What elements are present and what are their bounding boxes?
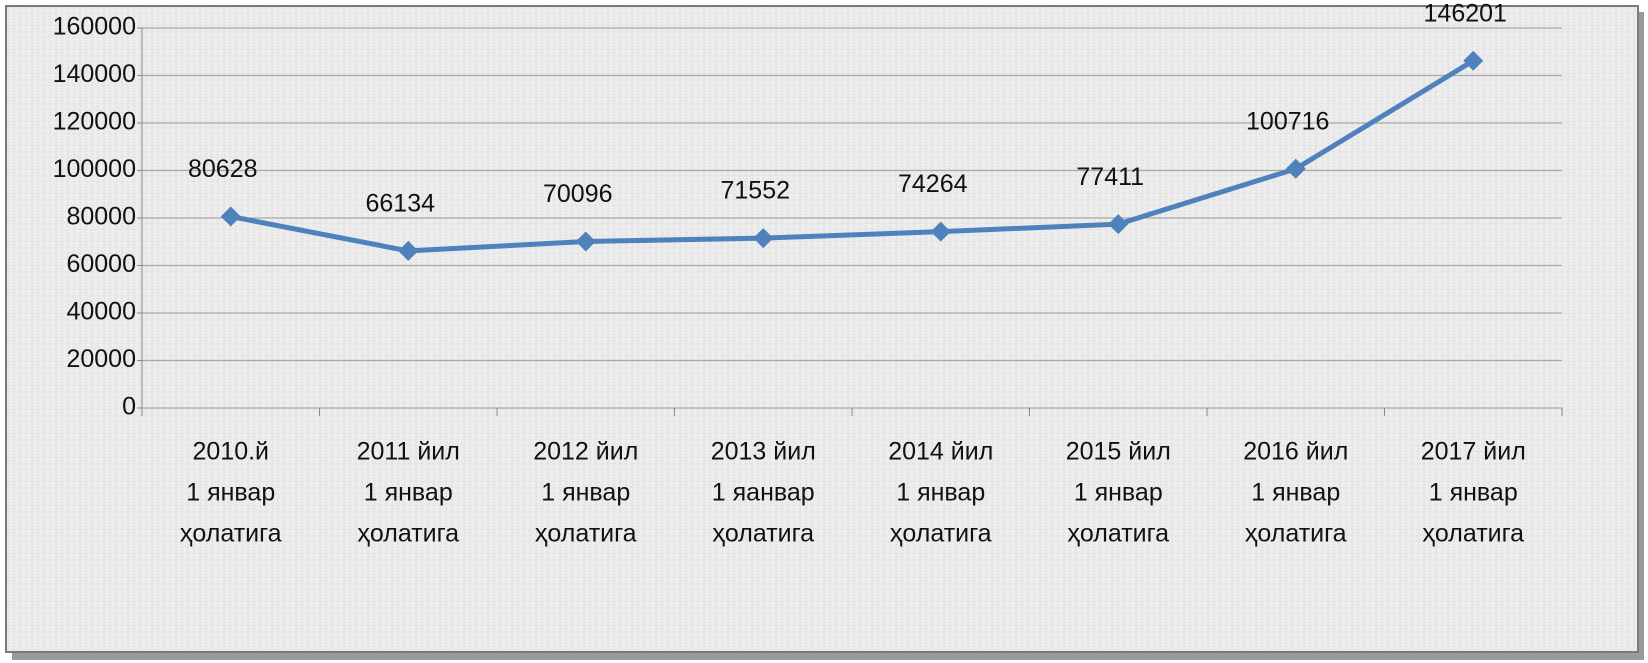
y-tick-label: 80000 — [66, 203, 136, 231]
x-tick-label: 1 январ — [1074, 479, 1163, 507]
y-tick-label: 20000 — [66, 345, 136, 373]
x-tick-label: 2012 йил — [533, 438, 638, 466]
point-marker — [575, 231, 596, 252]
x-tick-label: ҳолатига — [180, 520, 282, 548]
x-tick-label: 1 январ — [896, 479, 985, 507]
y-tick-label: 120000 — [53, 108, 136, 136]
point-marker — [930, 221, 951, 242]
x-tick-label: ҳолатига — [1067, 520, 1169, 548]
x-tick-label: 2015 йил — [1066, 438, 1171, 466]
y-tick-label: 100000 — [53, 155, 136, 183]
data-label: 77411 — [1076, 163, 1144, 191]
data-label: 70096 — [543, 180, 613, 208]
x-tick-label: 1 январ — [186, 479, 275, 507]
x-tick-label: 1 яанвар — [712, 479, 815, 507]
x-tick-label: 2010.й — [192, 438, 269, 466]
x-tick-label: 2017 йил — [1421, 438, 1526, 466]
y-tick-label: 0 — [122, 393, 136, 421]
x-tick-label: ҳолатига — [535, 520, 637, 548]
x-tick-label: 2016 йил — [1243, 438, 1348, 466]
x-tick-label: 1 январ — [541, 479, 630, 507]
point-marker — [398, 240, 419, 261]
series-line — [230, 58, 1475, 254]
point-marker — [220, 206, 241, 227]
y-tick-label: 60000 — [66, 250, 136, 278]
x-tick-label: 2011 йил — [357, 438, 460, 466]
data-label: 71552 — [720, 177, 790, 205]
data-label: 74264 — [898, 170, 968, 198]
chart-frame — [5, 5, 1639, 653]
data-label: 66134 — [365, 190, 435, 218]
x-tick-label: ҳолатига — [357, 520, 459, 548]
y-tick-label: 160000 — [53, 13, 136, 41]
x-tick-label: 2013 йил — [711, 438, 816, 466]
x-tick-label: 1 январ — [364, 479, 453, 507]
x-tick-label: 2014 йил — [888, 438, 993, 466]
point-marker — [1463, 50, 1484, 71]
x-tick-label: 1 январ — [1251, 479, 1340, 507]
point-marker — [753, 228, 774, 249]
y-tick-label: 140000 — [53, 60, 136, 88]
x-tick-label: ҳолатига — [712, 520, 814, 548]
x-tick-label: 1 январ — [1429, 479, 1518, 507]
data-label: 146201 — [1424, 0, 1507, 27]
point-marker — [1285, 158, 1306, 179]
y-tick-label: 40000 — [66, 298, 136, 326]
x-tick-label: ҳолатига — [1245, 520, 1347, 548]
x-tick-label: ҳолатига — [1422, 520, 1524, 548]
data-label: 100716 — [1246, 107, 1329, 135]
x-tick-label: ҳолатига — [890, 520, 992, 548]
data-label: 80628 — [188, 155, 258, 183]
point-marker — [1108, 214, 1129, 235]
